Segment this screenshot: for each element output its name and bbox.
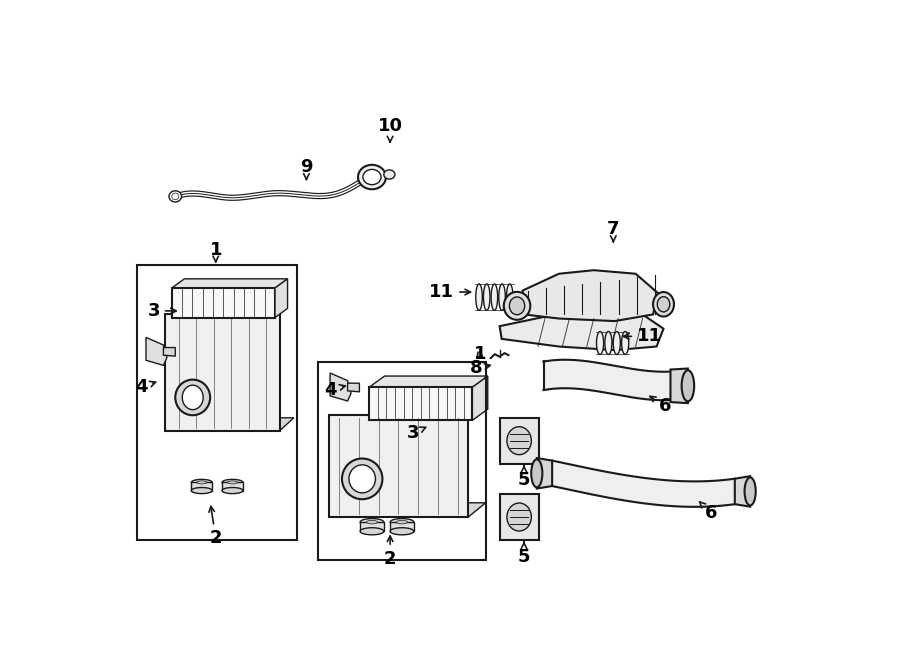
- Ellipse shape: [192, 488, 212, 494]
- Polygon shape: [172, 279, 288, 288]
- Text: 4: 4: [325, 381, 346, 399]
- Ellipse shape: [349, 465, 375, 493]
- Ellipse shape: [358, 165, 386, 189]
- Ellipse shape: [483, 284, 490, 311]
- Text: 6: 6: [650, 397, 671, 415]
- Ellipse shape: [507, 503, 531, 531]
- Polygon shape: [275, 279, 288, 317]
- Bar: [172, 288, 275, 317]
- Polygon shape: [670, 369, 688, 403]
- Bar: [222, 483, 243, 490]
- Bar: [319, 362, 486, 561]
- Text: 9: 9: [301, 158, 312, 179]
- Bar: [500, 494, 539, 540]
- Text: 3: 3: [148, 302, 176, 320]
- Bar: [390, 522, 414, 531]
- Ellipse shape: [507, 427, 531, 455]
- Ellipse shape: [366, 520, 377, 524]
- Text: 5: 5: [518, 542, 530, 566]
- Ellipse shape: [197, 481, 207, 484]
- Text: 3: 3: [407, 424, 426, 442]
- Polygon shape: [328, 503, 486, 517]
- Text: 8: 8: [470, 360, 490, 377]
- Ellipse shape: [744, 477, 756, 506]
- Bar: [165, 315, 280, 430]
- Ellipse shape: [681, 370, 694, 401]
- Bar: [192, 483, 212, 490]
- Ellipse shape: [613, 332, 620, 354]
- Ellipse shape: [360, 519, 383, 525]
- Ellipse shape: [657, 297, 670, 312]
- Ellipse shape: [363, 169, 381, 184]
- Polygon shape: [164, 348, 176, 356]
- Polygon shape: [500, 311, 663, 350]
- Ellipse shape: [222, 479, 243, 485]
- Ellipse shape: [228, 481, 238, 484]
- Ellipse shape: [169, 191, 182, 202]
- Polygon shape: [472, 376, 488, 420]
- Ellipse shape: [509, 297, 525, 315]
- Text: 11: 11: [624, 327, 662, 345]
- Polygon shape: [734, 476, 750, 507]
- Ellipse shape: [499, 284, 505, 311]
- Polygon shape: [536, 458, 552, 488]
- Text: 5: 5: [518, 466, 530, 489]
- Text: 2: 2: [209, 506, 222, 547]
- Ellipse shape: [622, 332, 629, 354]
- Ellipse shape: [653, 292, 674, 317]
- Polygon shape: [523, 270, 658, 321]
- Polygon shape: [146, 337, 166, 366]
- Ellipse shape: [192, 479, 212, 485]
- Bar: [500, 418, 539, 463]
- Ellipse shape: [342, 459, 382, 499]
- Ellipse shape: [222, 488, 243, 494]
- Bar: [369, 387, 473, 420]
- Ellipse shape: [176, 379, 210, 415]
- Text: 6: 6: [699, 502, 717, 522]
- Text: 7: 7: [608, 221, 619, 242]
- Ellipse shape: [383, 170, 395, 179]
- Ellipse shape: [531, 459, 543, 487]
- Ellipse shape: [507, 284, 513, 311]
- Text: 11: 11: [429, 283, 471, 301]
- Text: 4: 4: [135, 378, 156, 396]
- Bar: [328, 415, 468, 517]
- Ellipse shape: [504, 292, 530, 320]
- Text: 2: 2: [384, 536, 396, 568]
- Ellipse shape: [182, 385, 203, 410]
- Bar: [137, 265, 297, 540]
- Ellipse shape: [597, 332, 604, 354]
- Polygon shape: [330, 373, 351, 401]
- Ellipse shape: [390, 519, 414, 525]
- Ellipse shape: [396, 520, 408, 524]
- Ellipse shape: [491, 284, 498, 311]
- Polygon shape: [165, 418, 293, 430]
- Text: 10: 10: [378, 117, 402, 142]
- Ellipse shape: [390, 527, 414, 535]
- Ellipse shape: [605, 332, 612, 354]
- Text: 1: 1: [210, 241, 222, 262]
- Text: 1: 1: [473, 345, 486, 363]
- Ellipse shape: [172, 193, 179, 200]
- Ellipse shape: [476, 284, 482, 311]
- Ellipse shape: [360, 527, 383, 535]
- Bar: [360, 522, 383, 531]
- Polygon shape: [347, 383, 359, 392]
- Polygon shape: [369, 376, 488, 387]
